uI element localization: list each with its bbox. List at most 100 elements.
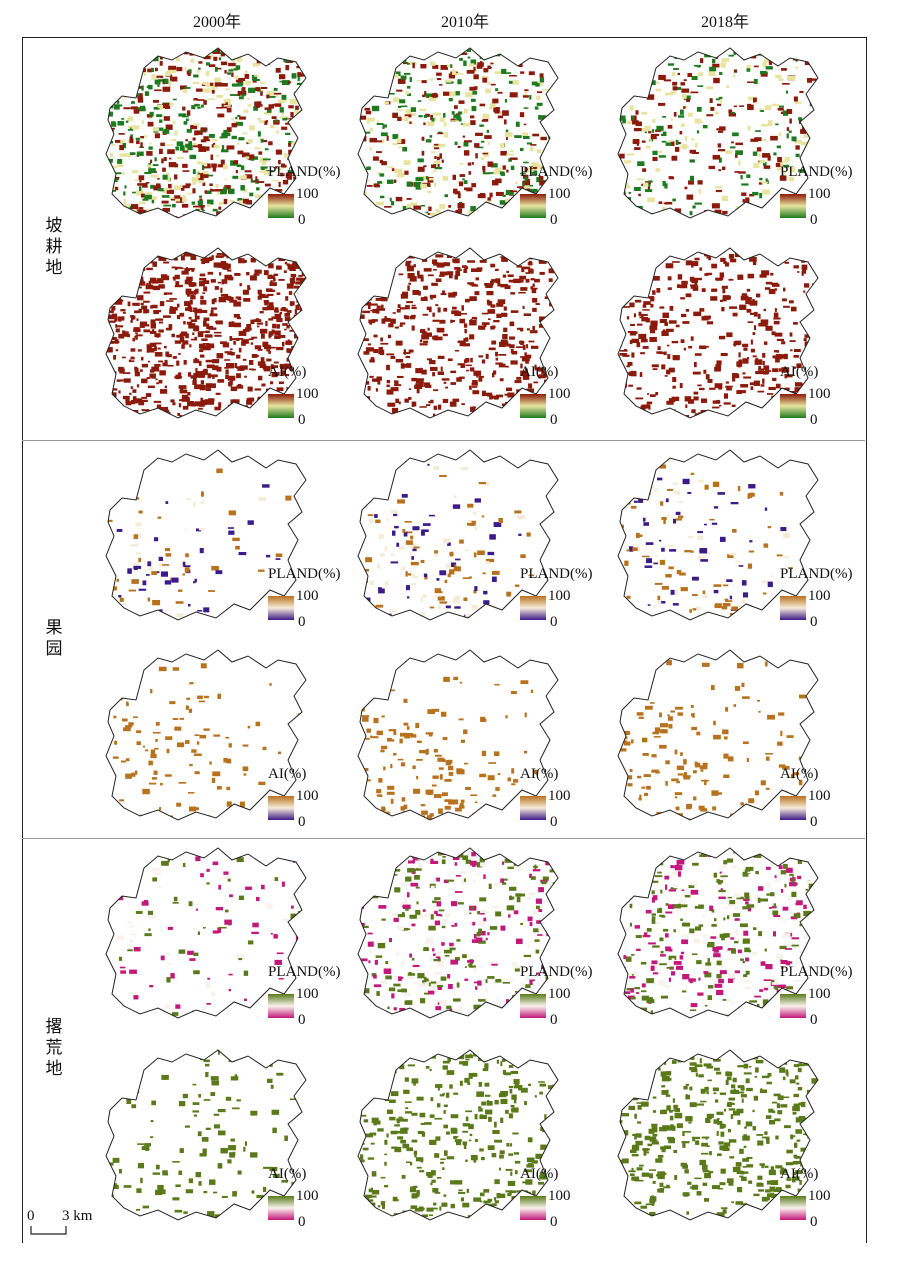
land-patch <box>454 141 458 146</box>
land-patch <box>203 728 210 731</box>
land-patch <box>224 69 227 74</box>
land-patch <box>459 803 464 807</box>
land-patch <box>199 614 203 617</box>
land-patch <box>626 988 632 991</box>
land-patch <box>250 49 258 54</box>
land-patch <box>459 376 465 379</box>
land-patch <box>158 79 163 82</box>
land-patch <box>111 388 118 391</box>
land-patch <box>502 333 508 340</box>
land-patch <box>364 217 369 218</box>
land-patch <box>536 95 541 100</box>
land-patch <box>156 382 159 385</box>
land-patch <box>475 210 480 214</box>
land-patch <box>153 310 162 313</box>
land-patch <box>236 337 244 340</box>
land-patch <box>758 710 761 713</box>
land-patch <box>641 140 646 143</box>
land-patch <box>540 159 549 162</box>
land-patch <box>469 385 472 390</box>
land-patch <box>290 724 298 729</box>
land-patch <box>403 160 411 165</box>
land-patch <box>361 587 368 590</box>
land-patch <box>252 249 256 253</box>
land-patch <box>201 212 206 217</box>
land-patch <box>257 118 261 121</box>
land-patch <box>804 283 810 288</box>
land-patch <box>715 98 721 101</box>
land-patch <box>233 340 236 345</box>
land-patch <box>119 85 124 91</box>
land-patch <box>433 182 437 187</box>
land-patch <box>227 276 234 281</box>
land-patch <box>241 94 246 97</box>
land-patch <box>209 183 213 187</box>
map-panel-果园-pland-2000年 <box>105 449 307 621</box>
land-patch <box>679 130 683 135</box>
land-patch <box>300 352 303 356</box>
land-patch <box>475 132 483 136</box>
land-patch <box>164 1004 170 1009</box>
land-patch <box>371 319 378 322</box>
land-patch <box>691 278 698 284</box>
land-patch <box>269 282 277 287</box>
land-patch <box>295 381 300 384</box>
land-patch <box>295 281 303 285</box>
land-patch <box>188 141 193 147</box>
land-patch <box>130 315 135 318</box>
land-patch <box>442 419 450 423</box>
land-patch <box>390 561 399 564</box>
land-patch <box>406 850 412 856</box>
land-patch <box>281 881 285 887</box>
land-patch <box>708 165 715 170</box>
land-patch <box>257 375 263 381</box>
land-patch <box>741 293 748 296</box>
land-patch <box>442 608 448 611</box>
land-patch <box>520 680 529 685</box>
land-patch <box>292 277 296 283</box>
land-patch <box>268 104 275 109</box>
land-patch <box>470 794 478 797</box>
land-patch <box>131 772 136 777</box>
land-patch <box>265 554 271 558</box>
land-patch <box>149 984 154 988</box>
land-patch <box>528 260 532 266</box>
land-patch <box>711 288 718 292</box>
land-patch <box>188 806 197 812</box>
land-patch <box>239 116 246 120</box>
legend-min-label: 0 <box>810 814 818 830</box>
land-patch <box>457 192 461 199</box>
land-patch <box>675 511 681 516</box>
land-patch <box>513 910 519 915</box>
land-patch <box>658 980 666 986</box>
land-patch <box>423 285 428 290</box>
map-panel-果园-ai-2018年 <box>617 649 819 821</box>
land-patch <box>748 798 755 804</box>
land-patch <box>764 105 772 111</box>
land-patch <box>258 52 266 56</box>
region-boundary <box>617 449 819 621</box>
land-patch <box>489 926 498 930</box>
land-patch <box>763 138 767 142</box>
land-patch <box>117 609 122 614</box>
land-patch <box>406 1000 413 1005</box>
land-patch <box>437 757 445 762</box>
land-patch <box>376 684 385 689</box>
land-patch <box>670 887 678 890</box>
land-patch <box>301 110 306 113</box>
land-patch <box>148 168 156 174</box>
land-patch <box>361 695 364 701</box>
land-patch <box>679 383 683 389</box>
land-patch <box>137 281 146 286</box>
land-patch <box>199 273 206 277</box>
land-patch <box>723 402 731 405</box>
land-patch <box>681 889 685 892</box>
land-patch <box>515 991 518 993</box>
land-patch <box>370 736 379 739</box>
land-patch <box>634 186 641 191</box>
land-patch <box>548 268 555 274</box>
land-patch <box>525 975 531 981</box>
land-patch <box>290 273 297 278</box>
land-patch <box>258 293 266 296</box>
land-patch <box>278 181 281 188</box>
